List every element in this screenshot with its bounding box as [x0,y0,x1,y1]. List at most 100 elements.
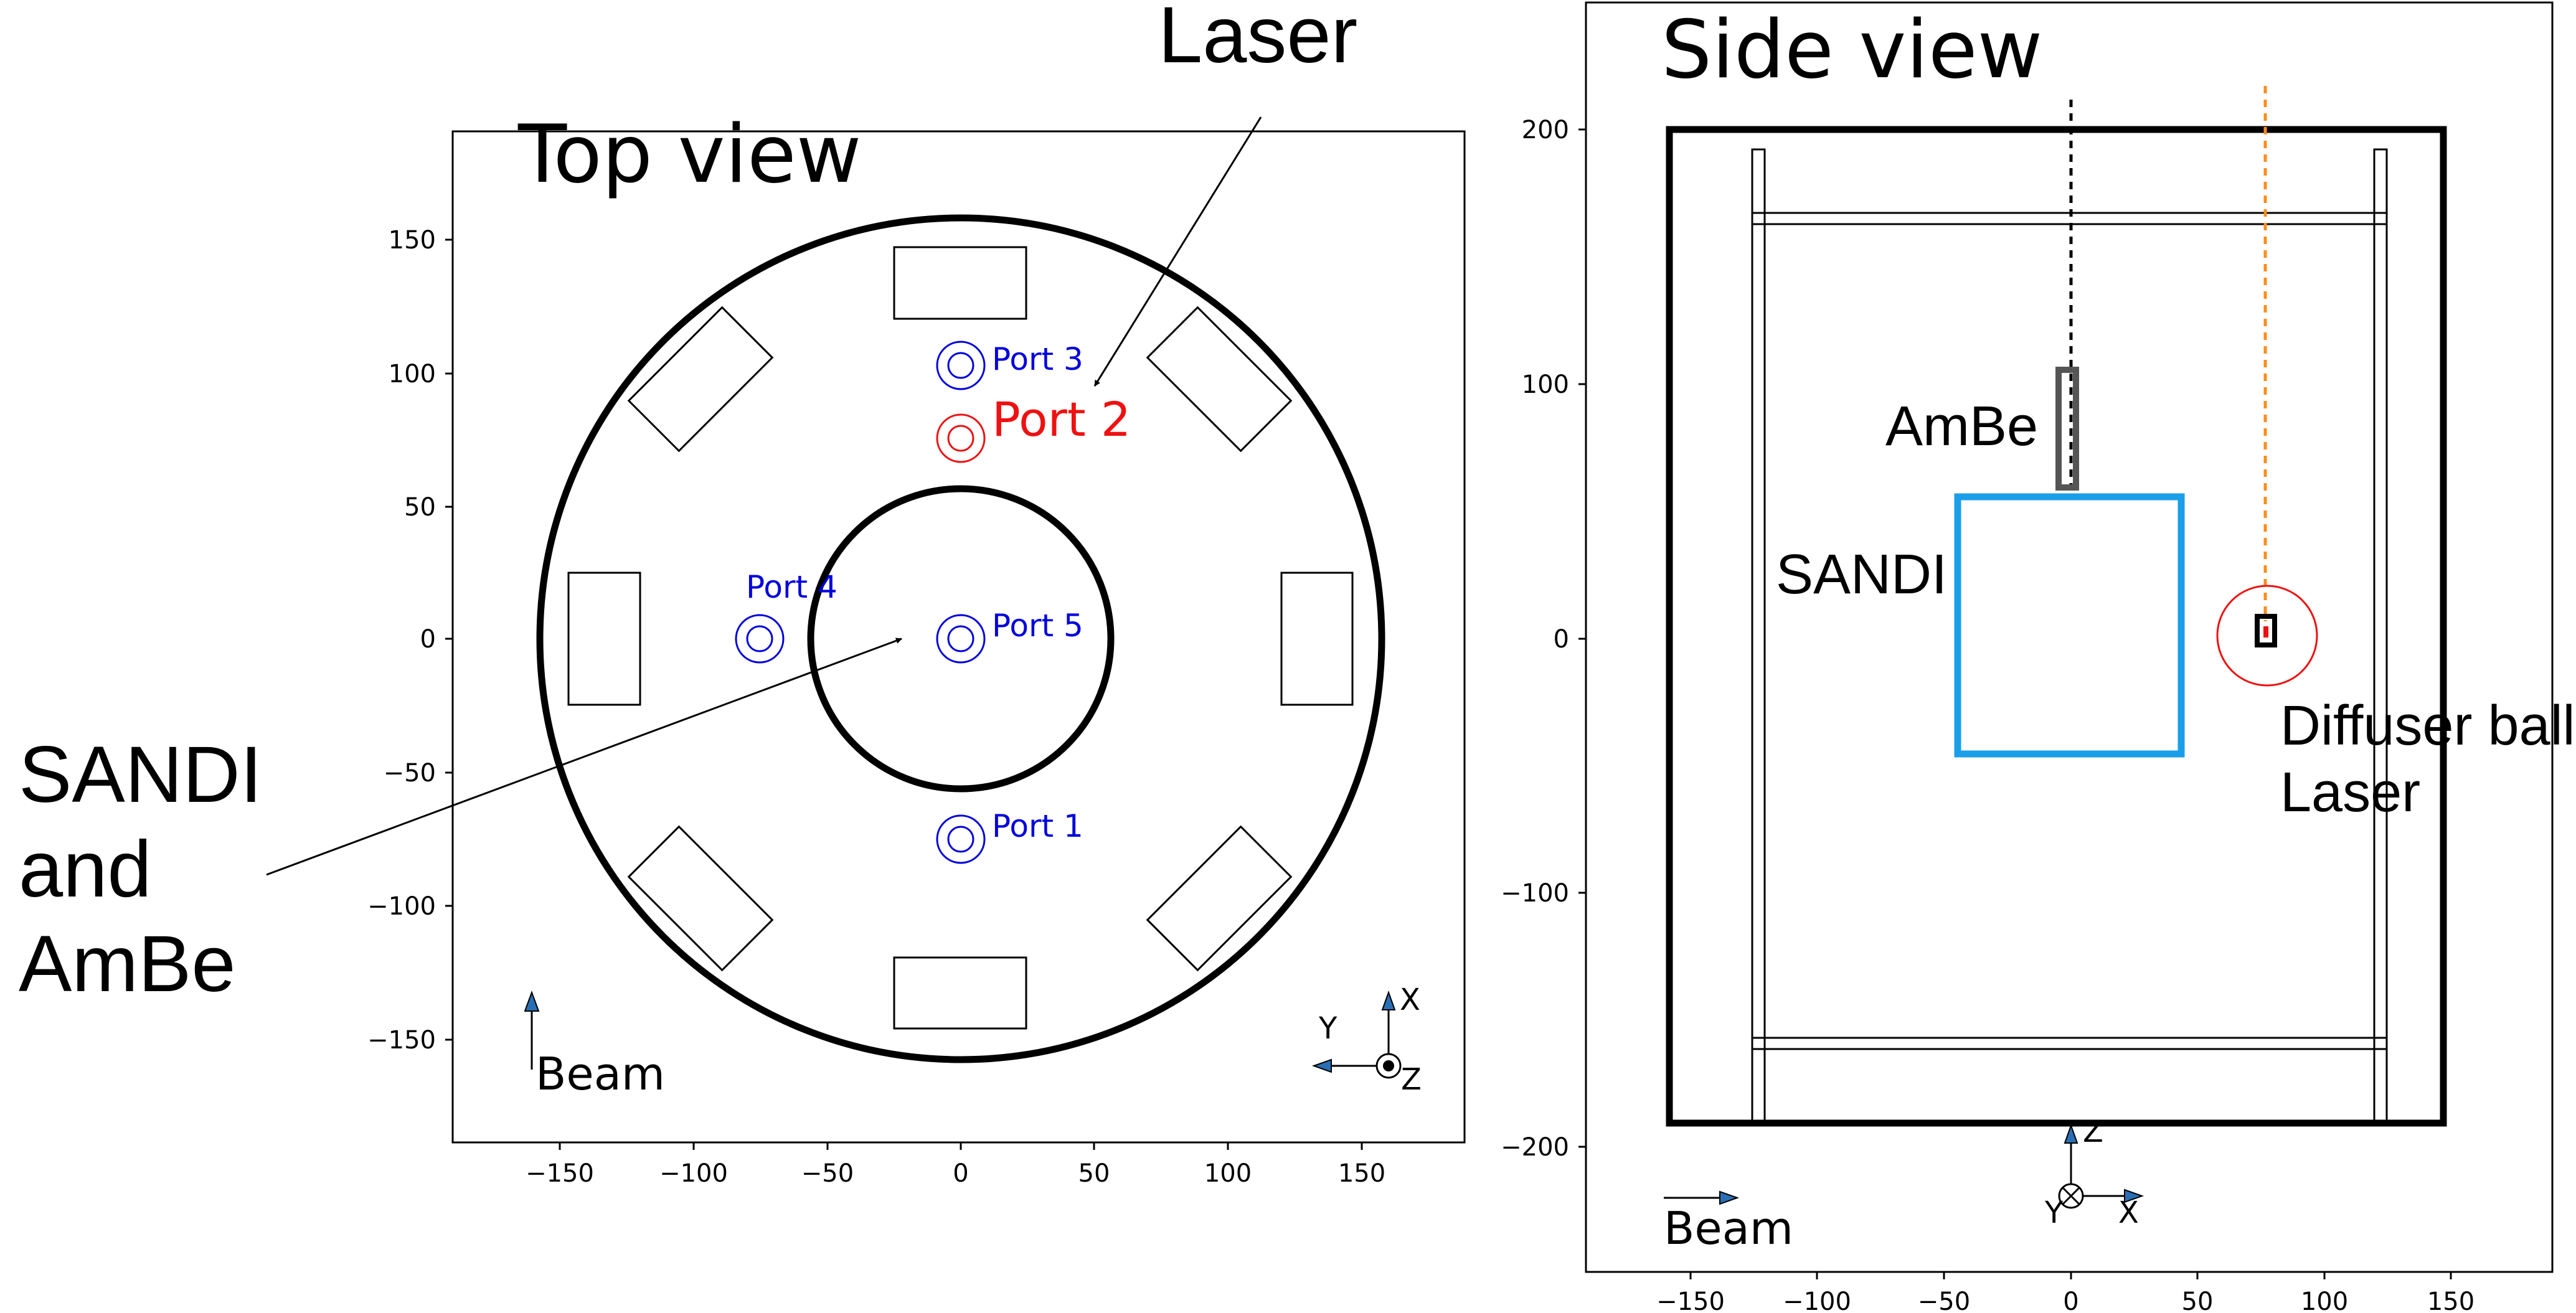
tick-label: 200 [1522,116,1569,144]
tick-label: −50 [801,1159,854,1188]
port-3: Port 3 [936,341,1083,390]
port-inner-ring [947,352,974,379]
side-view-x-tick-labels: −150 −100 −50 0 50 100 150 [1656,1287,2475,1313]
beam-arrow-icon [1719,1190,1739,1205]
tick-label: 50 [404,493,436,522]
sandi-label: SANDI [1776,544,1947,606]
diffuser-ball-label: Diffuser ball [2280,695,2575,757]
port-outer-ring [936,413,986,463]
diffuser-ball-circle [2216,585,2318,687]
y-axis-label: Y [1318,1011,1338,1046]
port-5: Port 5 [936,608,1083,664]
top-view-y-ticks [445,238,453,1041]
tick-label: −100 [1783,1287,1851,1313]
diffuser-laser-label: Laser [2280,761,2420,824]
tick-label: 50 [2182,1287,2214,1313]
side-view-y-ticks [1578,128,1586,1148]
side-view-coordinate-triad: Z Y X [2044,1114,2144,1230]
tick-label: −200 [1501,1133,1569,1162]
port-outer-ring [936,341,986,390]
sandi-callout-line2: and [19,825,152,914]
tick-label: 100 [1204,1159,1252,1188]
top-view-panel: −150 −100 −50 0 50 100 150 150 100 50 0 … [367,108,1466,1188]
top-view-beam-indicator: Beam [524,991,665,1100]
side-view-title: Side view [1661,4,2042,96]
side-view-axes-frame [1585,1,2554,1273]
laser-callout-label: Laser [1158,0,1357,80]
tick-label: −50 [1918,1287,1970,1313]
tick-label: 150 [2427,1287,2475,1313]
port-label: Port 5 [992,608,1083,644]
outer-vessel-circle [536,214,1385,1063]
tick-label: 100 [389,360,436,388]
x-axis-label: X [2118,1195,2139,1230]
inner-vessel-circle [807,485,1115,793]
port-outer-ring [936,814,986,864]
tick-label: −100 [659,1159,728,1188]
top-view-axes-frame [451,130,1466,1144]
port-outer-ring [735,614,785,664]
module-lower-right [1146,825,1293,972]
side-view-x-ticks [1689,1272,2452,1279]
z-axis-arrow-icon [2064,1124,2078,1144]
z-dot-icon [1383,1060,1394,1071]
y-axis-arrow-icon [1312,1058,1332,1073]
sandi-callout-arrow [266,638,902,876]
laser-callout: Laser [1093,0,1357,387]
x-axis-arrow-icon [2124,1188,2144,1203]
beam-label: Beam [535,1048,665,1100]
beam-arrow-icon [524,991,540,1012]
sandi-callout-line3: AmBe [19,920,236,1009]
tank-outline [1666,126,2447,1127]
x-axis-label: X [1400,982,1420,1017]
sandi-detector [1954,493,2185,758]
port-1: Port 1 [936,808,1083,864]
y-axis-label: Y [2044,1195,2064,1230]
tick-label: 0 [953,1159,968,1188]
module-lower-left [627,825,774,972]
tick-label: −100 [367,892,436,921]
diffuser-ball-holder [2255,614,2277,647]
tick-label: −50 [384,759,436,788]
module-left [567,572,641,706]
top-view-x-tick-labels: −150 −100 −50 0 50 100 150 [526,1159,1385,1188]
top-view-coordinate-triad: X Y Z [1312,982,1422,1097]
port-label: Port 1 [992,808,1083,844]
port-label: Port 2 [992,392,1131,447]
port-inner-ring [947,625,974,652]
diffuser-ball-marker [2263,626,2268,638]
module-right [1280,572,1354,706]
tick-label: 150 [1338,1159,1385,1188]
top-view-title: Top view [517,108,861,201]
top-view-x-ticks [559,1142,1363,1150]
x-axis-arrow-icon [1381,991,1396,1010]
tick-label: 0 [420,625,436,654]
left-support-leg [1751,148,1766,1124]
port-2: Port 2 [936,392,1131,463]
tick-label: −100 [1501,879,1569,908]
tick-label: 100 [1522,370,1569,399]
module-top [893,246,1027,320]
side-view-panel: −150 −100 −50 0 50 100 150 200 100 0 −10… [1501,1,2575,1313]
sandi-ambe-callout: SANDI and AmBe [19,638,902,1009]
tick-label: −150 [367,1026,436,1055]
port-inner-ring [947,425,974,452]
tick-label: −150 [526,1159,594,1188]
tick-label: 0 [1554,625,1569,654]
module-bottom [893,956,1027,1030]
right-support-leg [2373,148,2388,1124]
tick-label: 0 [2063,1287,2078,1313]
tick-label: −150 [1656,1287,1725,1313]
tick-label: 150 [389,226,436,255]
ambe-label: AmBe [1885,395,2038,458]
port-label: Port 4 [746,569,837,605]
detector-modules [567,246,1354,1030]
port-label: Port 3 [992,341,1083,377]
side-view-beam-indicator: Beam [1664,1190,1793,1254]
top-view-y-tick-labels: 150 100 50 0 −50 −100 −150 [367,226,436,1055]
ambe-source-holder [2055,367,2079,491]
sandi-callout-line1: SANDI [19,730,262,819]
port-4: Port 4 [735,569,837,664]
z-axis-label: Z [2083,1114,2103,1149]
laser-callout-arrow [1093,116,1262,387]
